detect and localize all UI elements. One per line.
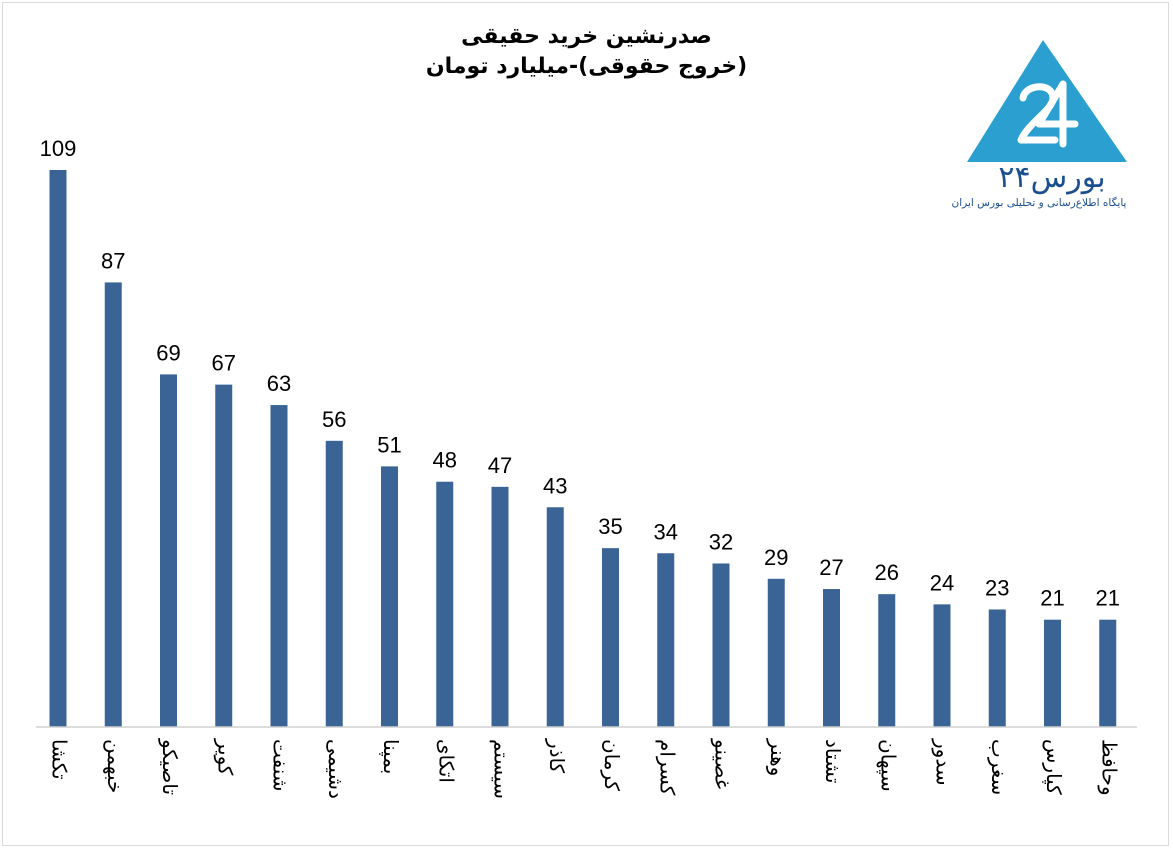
bar-17 <box>933 604 951 727</box>
brand-name: بورس۲۴ <box>998 160 1106 195</box>
bar-9 <box>491 486 509 727</box>
bar-6 <box>325 440 343 727</box>
value-label-20: 21 <box>1096 586 1120 611</box>
category-label-17: سدور <box>932 738 956 786</box>
category-label-12: کسرام <box>655 739 679 796</box>
bar-10 <box>546 507 564 727</box>
chart-subtitle: (خروج حقوقی)-میلیارد تومان <box>425 54 748 79</box>
bar-8 <box>436 481 454 727</box>
value-label-12: 34 <box>654 519 678 544</box>
bar-2 <box>104 282 122 727</box>
value-label-18: 23 <box>985 575 1009 600</box>
category-label-15: تشتاد <box>821 739 845 783</box>
category-labels-group: تکشا خبهمن تاصیکو کویر شنفت دشیمی بمپنا اتکای سی… <box>48 738 1122 799</box>
bar-20 <box>1099 619 1117 727</box>
bar-11 <box>602 548 619 727</box>
category-label-14: وهنر <box>766 738 790 776</box>
category-label-19: کپارس <box>1041 739 1066 795</box>
value-label-15: 27 <box>819 555 843 580</box>
category-label-2: خبهمن <box>103 739 127 793</box>
logo-triangle <box>967 40 1127 162</box>
bar-15 <box>823 589 840 727</box>
category-label-11: کرمان <box>600 739 624 792</box>
bar-14 <box>767 578 785 727</box>
value-label-11: 35 <box>598 514 622 539</box>
category-label-20: وحافظ <box>1097 739 1121 796</box>
value-label-9: 47 <box>488 453 512 478</box>
category-label-6: دشیمی <box>324 739 348 799</box>
bar-3 <box>160 374 177 727</box>
value-label-6: 56 <box>322 407 346 432</box>
value-label-2: 87 <box>101 248 125 273</box>
bar-1 <box>49 170 67 727</box>
value-label-7: 51 <box>377 432 401 457</box>
value-label-3: 69 <box>156 340 180 365</box>
category-label-5: شنفت <box>269 739 293 792</box>
value-labels-group: 109 87 69 67 63 56 51 48 47 43 35 34 32 29 27 26 24 23 21 2… <box>40 136 1120 611</box>
value-label-14: 29 <box>764 545 788 570</box>
value-label-16: 26 <box>875 560 899 585</box>
value-label-19: 21 <box>1040 586 1064 611</box>
category-label-3: تاصیکو <box>158 738 182 795</box>
category-label-7: بمپنا <box>378 739 403 774</box>
category-label-18: سغرب <box>987 739 1011 795</box>
category-label-13: غصینو <box>711 738 735 789</box>
category-label-8: اتکای <box>434 739 458 783</box>
brand-tagline: پایگاه اطلاع‌رسانی و تحلیلی بورس ایران <box>951 197 1127 209</box>
bar-18 <box>988 609 1006 727</box>
bar-5 <box>270 405 288 727</box>
category-label-1: تکشا <box>48 739 72 780</box>
bar-16 <box>878 594 896 727</box>
category-label-4: کویر <box>213 738 237 776</box>
category-label-9: سیستم <box>490 739 514 799</box>
bar-13 <box>712 563 730 727</box>
value-label-8: 48 <box>433 448 457 473</box>
value-label-5: 63 <box>267 371 291 396</box>
bars-group <box>49 170 1117 727</box>
value-label-1: 109 <box>40 136 77 161</box>
category-label-16: سپهان <box>875 739 900 792</box>
category-label-10: کاذر <box>545 738 569 774</box>
value-label-4: 67 <box>212 351 236 376</box>
bar-19 <box>1044 619 1061 727</box>
bar-4 <box>215 384 233 727</box>
value-label-10: 43 <box>543 473 567 498</box>
bar-7 <box>381 466 398 727</box>
bar-12 <box>657 553 675 727</box>
chart-title: صدرنشین خرید حقیقی <box>461 24 712 49</box>
value-label-13: 32 <box>709 529 733 554</box>
bourse24-logo-icon <box>967 40 1127 162</box>
logo-four-glyph <box>1035 80 1079 148</box>
value-label-17: 24 <box>930 570 954 595</box>
